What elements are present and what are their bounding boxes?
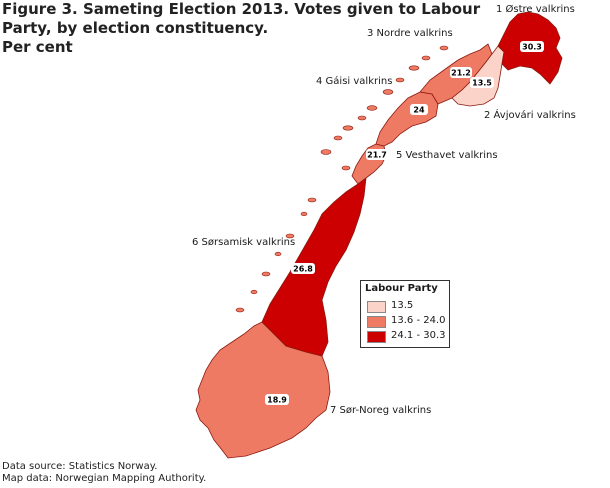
value-label-nordre: 21.2 [450, 67, 472, 78]
value-label-sorsamisk: 26.8 [291, 263, 315, 274]
label-avjovari: 2 Ávjovári valkrins [484, 110, 576, 121]
label-gaisi: 4 Gáisi valkrins [316, 76, 393, 87]
title-line-2: Party, by election constituency. [2, 19, 269, 37]
value-text-gaisi: 24 [413, 106, 425, 115]
title-line-1: Figure 3. Sameting Election 2013. Votes … [2, 0, 481, 18]
legend-swatch [367, 331, 386, 343]
value-label-ostre: 30.3 [520, 41, 544, 52]
value-labels: 30.3 13.5 21.2 24 21.7 26.8 18.9 [265, 41, 544, 405]
data-source: Data source: Statistics Norway. [2, 461, 158, 472]
legend-label: 24.1 - 30.3 [391, 330, 446, 341]
value-label-vesthavet: 21.7 [366, 149, 388, 160]
legend-swatch [367, 301, 386, 313]
legend-title: Labour Party [365, 283, 438, 294]
chart-title: Figure 3. Sameting Election 2013. Votes … [2, 0, 481, 57]
region-sornoreg[interactable] [195, 321, 331, 459]
value-text-nordre: 21.2 [451, 69, 471, 78]
value-text-sorsamisk: 26.8 [293, 265, 313, 274]
value-text-ostre: 30.3 [522, 43, 542, 52]
legend-label: 13.6 - 24.0 [391, 315, 446, 326]
label-sorsamisk: 6 Sørsamisk valkrins [192, 237, 296, 248]
coastal-islands [235, 45, 449, 313]
label-vesthavet: 5 Vesthavet valkrins [396, 150, 498, 161]
value-label-sornoreg: 18.9 [265, 394, 289, 405]
legend-label: 13.5 [391, 300, 414, 311]
region-gaisi[interactable] [375, 91, 439, 147]
title-line-3: Per cent [2, 38, 73, 56]
map-source: Map data: Norwegian Mapping Authority. [2, 473, 207, 484]
legend: Labour Party 13.5 13.6 - 24.0 24.1 - 30.… [360, 280, 450, 348]
label-nordre: 3 Nordre valkrins [367, 28, 453, 39]
value-text-avjovari: 13.5 [472, 79, 492, 88]
value-label-avjovari: 13.5 [470, 77, 494, 88]
value-label-gaisi: 24 [410, 104, 428, 115]
value-text-vesthavet: 21.7 [367, 151, 387, 160]
value-text-sornoreg: 18.9 [267, 396, 287, 405]
label-ostre: 1 Østre valkrins [496, 4, 575, 15]
legend-swatch [367, 316, 386, 328]
source-note: Data source: Statistics Norway. Map data… [2, 461, 206, 485]
label-sornoreg: 7 Sør-Noreg valkrins [330, 405, 432, 416]
